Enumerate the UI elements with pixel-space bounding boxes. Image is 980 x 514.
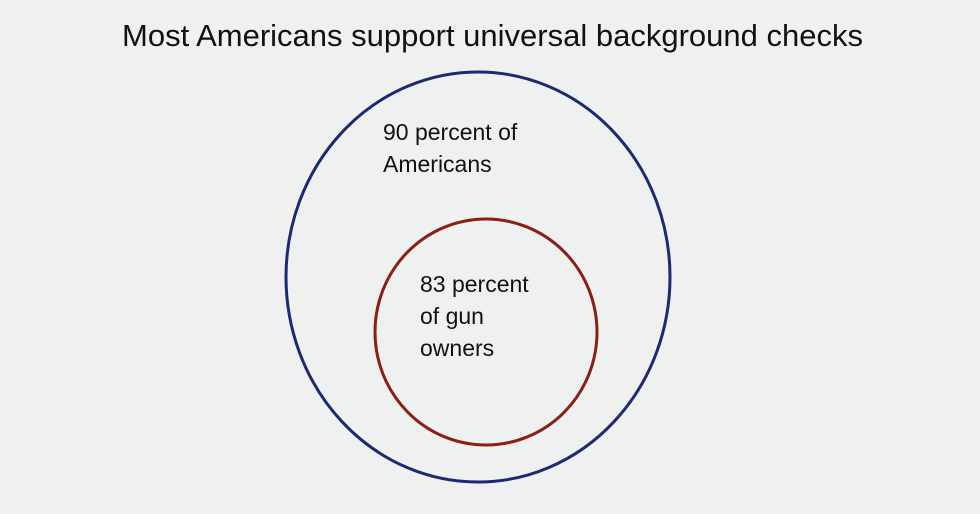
outer-circle-label: 90 percent of Americans — [383, 116, 517, 180]
inner-circle-gun-owners — [373, 217, 599, 447]
outer-label-line-1: 90 percent of — [383, 119, 518, 145]
inner-label-line-2: of gun — [420, 303, 484, 329]
outer-label-line-2: Americans — [383, 151, 492, 177]
inner-circle-label: 83 percent of gun owners — [420, 268, 529, 364]
inner-label-line-3: owners — [420, 335, 495, 361]
diagram-title: Most Americans support universal backgro… — [122, 18, 863, 53]
inner-label-line-1: 83 percent — [420, 271, 529, 297]
outer-circle-americans — [284, 70, 672, 484]
